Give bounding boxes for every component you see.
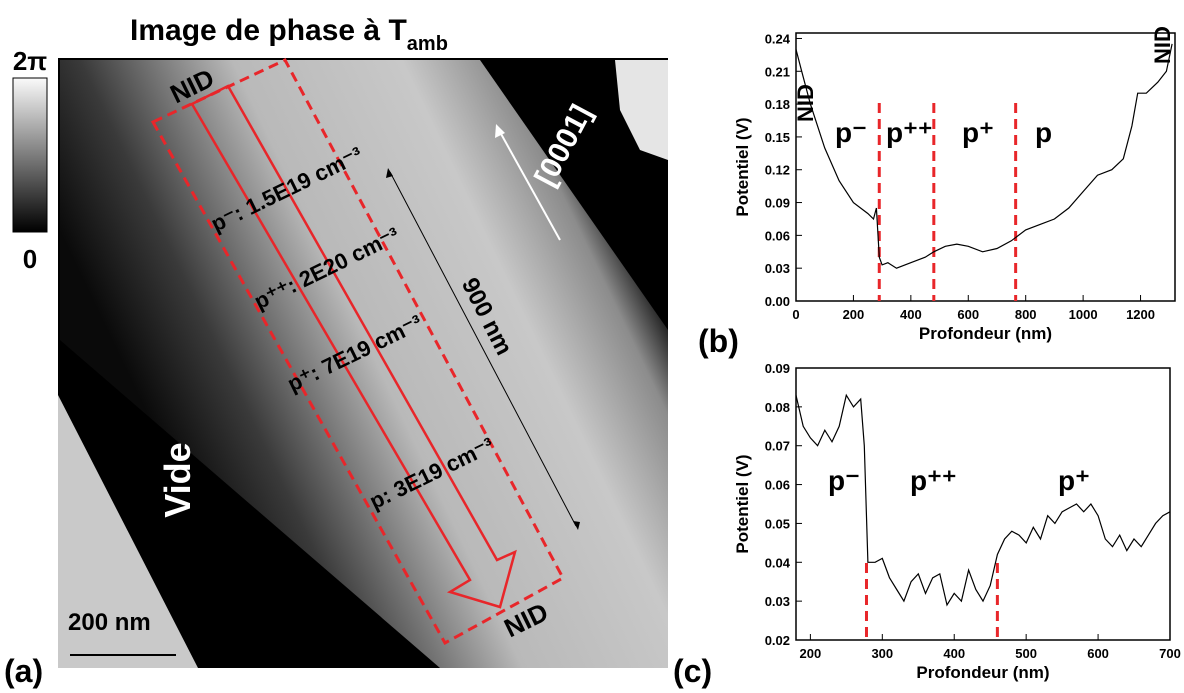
x-tick-label: 1000 (1069, 307, 1098, 322)
x-tick-label: 200 (843, 307, 865, 322)
dashed-box (150, 58, 566, 646)
vacuum-label: Vide (157, 442, 198, 517)
arrow-head (386, 168, 393, 178)
x-tick-label: 1200 (1126, 307, 1155, 322)
y-tick-label: 0.08 (765, 400, 790, 415)
y-tick-label: 0.00 (765, 294, 790, 309)
arrow-head (495, 124, 505, 138)
y-tick-label: 0.04 (765, 555, 791, 570)
y-tick-label: 0.03 (765, 594, 790, 609)
panel-label: (a) (4, 653, 43, 689)
x-axis-label: Profondeur (nm) (919, 324, 1052, 343)
y-tick-label: 0.09 (765, 361, 790, 376)
plot-frame (795, 32, 1176, 302)
y-tick-label: 0.07 (765, 439, 790, 454)
x-tick-label: 600 (957, 307, 979, 322)
y-tick-label: 0.05 (765, 516, 790, 531)
line (795, 43, 1173, 269)
x-tick-label: 400 (900, 307, 922, 322)
region-label: p⁺⁺ (910, 465, 957, 496)
x-tick-label: 300 (871, 646, 893, 661)
line (795, 393, 1171, 607)
y-tick-label: 0.09 (765, 196, 790, 211)
region-label: p⁺ (1058, 465, 1090, 496)
speckle (615, 60, 668, 160)
y-tick-label: 0.15 (765, 130, 790, 145)
region-label: p⁺⁺ (886, 117, 933, 148)
panel-label: (b) (698, 323, 739, 359)
y-tick-label: 0.21 (765, 64, 790, 79)
y-tick-label: 0.06 (765, 228, 790, 243)
title: Image de phase à Tamb (130, 14, 448, 55)
direction-arrow (499, 131, 561, 241)
region-label: p⁺ (962, 117, 994, 148)
region-label: p (1035, 117, 1052, 148)
plot-frame (795, 367, 1171, 641)
title-sub: amb (407, 33, 448, 55)
x-tick-label: 800 (1015, 307, 1037, 322)
y-tick-label: 0.02 (765, 633, 790, 648)
sample-band (60, 60, 668, 668)
x-tick-label: 600 (1087, 646, 1109, 661)
y-axis-label: Potentiel (V) (733, 454, 752, 553)
y-tick-label: 0.12 (765, 163, 790, 178)
colorbar-max: 2π (13, 46, 47, 76)
y-tick-label: 0.18 (765, 97, 790, 112)
x-tick-label: 400 (943, 646, 965, 661)
x-tick-label: 700 (1159, 646, 1181, 661)
arrow-head (573, 521, 580, 530)
x-tick-label: 500 (1015, 646, 1037, 661)
length-arrow (389, 171, 577, 527)
x-tick-label: 0 (792, 307, 799, 322)
y-tick-label: 0.24 (765, 31, 791, 46)
panel-label: (c) (673, 653, 712, 689)
region-label: p⁻ (835, 117, 867, 148)
vacuum-region (58, 395, 198, 668)
red-arrow (190, 84, 517, 609)
x-tick-label: 200 (800, 646, 822, 661)
title-main: Image de phase à T (130, 14, 407, 47)
region-label: p⁻ (828, 465, 860, 496)
y-tick-label: 0.06 (765, 478, 790, 493)
y-axis-label: Potentiel (V) (733, 117, 752, 216)
x-axis-label: Profondeur (nm) (916, 663, 1049, 682)
y-tick-label: 0.03 (765, 261, 790, 276)
colorbar (12, 77, 48, 233)
colorbar-min: 0 (23, 244, 37, 274)
scale-bar-label: 200 nm (68, 609, 151, 636)
